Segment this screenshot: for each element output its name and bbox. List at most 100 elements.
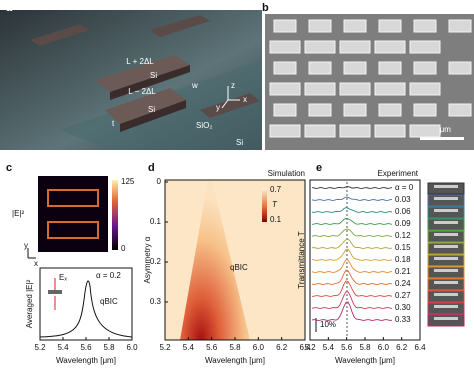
sem-block [273,103,297,117]
colorbar-tick: 0.7 [270,185,282,194]
x-tick-label: 5.6 [206,343,218,352]
sample-thumbnail [427,218,465,231]
sem-block [339,40,371,54]
x-tick-label: 5.4 [57,343,69,352]
axis-label: y [216,103,220,112]
spectrum-curve [311,186,393,189]
sample-thumbnail [427,278,465,291]
sem-block [304,40,336,54]
dimension-label: L + 2ΔL [126,57,154,66]
x-tick-label: 5.6 [80,343,92,352]
colorbar-tick: 0 [121,244,126,253]
sample-thumbnail [427,194,465,207]
asymmetry-label: 0.30 [395,303,411,312]
x-axis-label: Wavelength [μm] [56,356,116,365]
block [30,24,90,46]
colorbar-label: T [272,200,278,209]
sem-block [269,40,301,54]
sem-block [304,82,336,96]
axis-label: x [34,259,38,268]
asymmetry-label: 0.24 [395,279,411,288]
asymmetry-label: 0.15 [395,243,411,252]
sem-block [409,82,441,96]
mode-label: qBIC [230,263,248,272]
colorbar [262,188,267,222]
x-tick-label: 5.8 [229,343,241,352]
panel-title: Experiment [378,169,419,178]
x-tick-label: 6.2 [276,343,288,352]
sem-block [448,61,472,75]
axis-label: x [243,95,247,104]
colorbar [112,180,118,250]
sample-block [434,209,458,212]
x-tick-label: 5.8 [103,343,115,352]
y-axis-label: Transmittance T [297,231,306,288]
colorbar-tick: 125 [121,177,135,186]
material-label: Si [236,138,243,147]
y-axis-label: Asymmetry α [143,236,152,283]
sem-block [343,61,367,75]
x-tick-label: 5.2 [159,343,171,352]
x-tick-label: 5.6 [341,343,353,352]
panel-title: Simulation [268,169,305,178]
sample-thumbnail [427,230,465,243]
sem-block [374,40,406,54]
sem-block [269,124,301,138]
x-tick-label: 5.4 [323,343,335,352]
sem-block [409,40,441,54]
sample-block [434,305,458,308]
asymmetry-label: 0.27 [395,291,411,300]
sample-thumbnail [427,182,465,195]
dimension-label: w [191,81,198,90]
panel-label: d [148,162,155,174]
y-tick-label: 0.1 [150,217,162,226]
colorbar-tick: 0.1 [270,215,282,224]
sem-block [409,124,441,138]
spectrum-curve [311,248,393,261]
x-tick-label: 5.4 [183,343,195,352]
sem-block [413,61,437,75]
x-tick-label: 6.0 [126,343,138,352]
sem-block [269,82,301,96]
spectrum-curve [311,259,393,273]
material-label: Si [148,105,155,114]
sem-block [413,103,437,117]
sem-block [378,19,402,33]
sem-block [374,124,406,138]
sample-block [434,245,458,248]
x-tick-label: 6.4 [414,343,426,352]
y-tick-label: 0.2 [150,257,162,266]
panel-label: c [6,162,12,174]
spectrum-curve [311,196,393,201]
sem-block [448,103,472,117]
sample-thumbnail [427,254,465,267]
short-block-side [120,100,186,132]
panel-label: e [316,162,322,174]
asymmetry-label: 0.12 [395,231,411,240]
polarization-label: Eₓ [59,273,67,282]
axis-label: z [231,81,235,90]
x-axis-label: Wavelength [μm] [205,356,265,365]
scale-label: 10% [320,320,336,329]
sample-thumbnail [427,242,465,255]
material-label: SiO₂ [196,121,212,130]
spectrum-curve [311,238,393,249]
spectrum-curve [311,280,393,297]
panel-c: c 125 0 |E|² y x Eₓ α = 0.2 qBIC Average… [6,162,138,365]
sample-block [434,257,458,260]
y-tick-label: 0 [157,177,162,186]
x-tick-label: 6.2 [396,343,408,352]
sem-block [308,19,332,33]
panel-b: b 5 μm [262,2,474,150]
asymmetry-label: 0.06 [395,207,411,216]
sample-block [434,317,458,320]
panel-e: e Experiment Transmittance T 10% Wavelen… [297,162,465,365]
sample-thumbnail [427,314,465,327]
sem-block [339,82,371,96]
sample-thumbnail [427,290,465,303]
sample-block [434,197,458,200]
dimension-label: L − 2ΔL [128,87,156,96]
x-tick-label: 6.4 [299,343,311,352]
field-label: |E|² [12,209,24,218]
